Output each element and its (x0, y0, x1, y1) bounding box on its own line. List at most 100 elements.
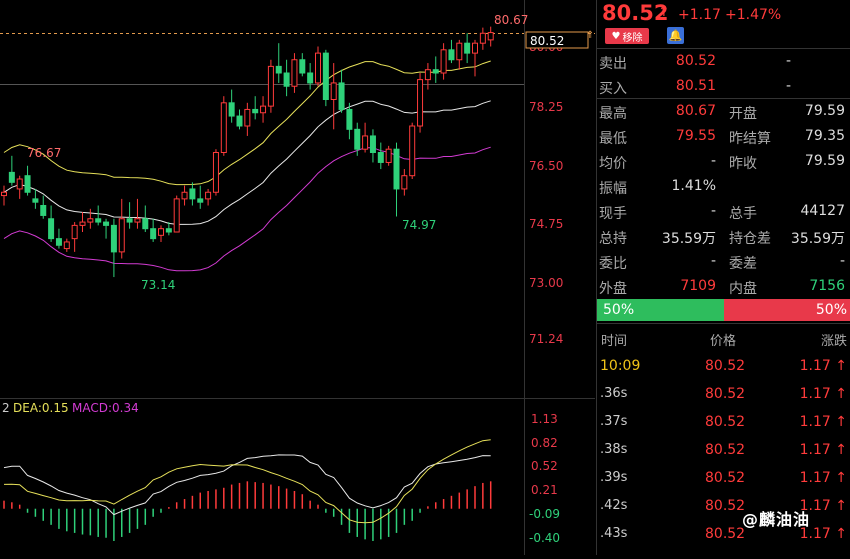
tick-time: .39s (600, 470, 628, 485)
stat-value: 79.35 (804, 128, 845, 144)
ticks-header-price: 价格 (710, 334, 737, 349)
candle-body (252, 108, 259, 114)
tick-change: 1.17 ↑ (799, 526, 847, 542)
stat-row: 总持 35.59万 持仓差 35.59万 (597, 224, 850, 249)
candle-body (181, 191, 188, 200)
tick-time: .43s (600, 526, 628, 541)
stat-label: 现手 (599, 206, 627, 222)
stat-label: 开盘 (729, 106, 757, 122)
buy-label: 买入 (599, 81, 627, 97)
sell-price: 80.52 (675, 53, 716, 69)
stat-label: 持仓差 (729, 231, 771, 247)
candle-body (315, 52, 321, 84)
candle-body (134, 218, 141, 223)
candle-body (205, 191, 212, 200)
candle-body (385, 148, 392, 163)
candle-body (330, 82, 337, 101)
tick-price: 80.52 (705, 442, 746, 458)
candle-body (32, 198, 39, 203)
price-axis-label: 73.00 (529, 276, 563, 290)
tick-price: 80.52 (705, 498, 746, 514)
candle-body (377, 152, 384, 163)
dea-label: DEA:0.15 (13, 401, 69, 415)
stat-label: 委差 (729, 256, 757, 272)
price-axis-label: 74.75 (529, 217, 563, 231)
price-tag-arrow-icon: ⇑ (586, 30, 594, 41)
candle-body (401, 175, 408, 190)
candle-body (456, 42, 463, 61)
candle-body (440, 49, 447, 74)
stat-label: 内盘 (729, 281, 757, 297)
tick-change: 1.17 ↑ (799, 414, 847, 430)
candle-body (338, 82, 345, 110)
candle-body (244, 108, 251, 127)
stat-value: - (710, 153, 716, 169)
stat-row: 振幅 1.41% (597, 174, 850, 199)
stat-row: 外盘 7109 内盘 7156 (597, 274, 850, 299)
divider (597, 48, 850, 49)
candle-body (158, 228, 164, 236)
stat-value: 80.67 (675, 103, 716, 119)
sell-row: 卖出 80.52 - (597, 49, 850, 74)
stat-label: 昨结算 (729, 131, 771, 147)
tick-change: 1.17 ↑ (799, 470, 847, 486)
price-axis-label: 78.25 (529, 100, 563, 114)
tick-price: 80.52 (705, 526, 746, 542)
quote-panel: 80.52 ↑ +1.17 +1.47% ♥ 移除 🔔 卖出 80.52 - 买… (596, 0, 850, 555)
sell-ratio-bar: 50% (724, 299, 850, 321)
high-annotation: 80.67 (494, 13, 528, 27)
remove-favorite-button[interactable]: ♥ 移除 (605, 28, 649, 44)
stat-label: 最高 (599, 106, 627, 122)
stat-value: 35.59万 (790, 231, 845, 247)
stat-value: 7109 (680, 278, 716, 294)
stat-label: 总持 (599, 231, 627, 247)
stat-label: 总手 (729, 206, 757, 222)
candle-body (79, 221, 86, 226)
bell-icon: 🔔 (668, 29, 683, 42)
tick-change: 1.17 ↑ (799, 386, 847, 402)
kline-chart[interactable]: 80.00 78.25 76.50 74.75 73.00 71.24 80.5… (0, 0, 595, 555)
candle-body (150, 228, 157, 240)
current-price-tag (525, 31, 589, 49)
tick-price: 80.52 (705, 470, 746, 486)
candle-body (48, 218, 55, 240)
tick-time: .38s (600, 442, 628, 457)
candle-body (362, 135, 369, 150)
tick-time: 10:09 (600, 358, 641, 374)
tick-time: .37s (600, 414, 628, 429)
stat-label: 委比 (599, 256, 627, 272)
heart-icon: ♥ (611, 30, 621, 42)
stat-value: - (839, 253, 845, 269)
candle-body (464, 42, 471, 54)
candle-body (354, 128, 361, 150)
stat-value: 44127 (800, 203, 845, 219)
tick-price: 80.52 (705, 358, 746, 374)
dea-line (3, 439, 491, 524)
left-high-annotation: 76.67 (27, 146, 61, 160)
candles (1, 26, 494, 278)
macd-axis-label: 0.52 (531, 459, 558, 473)
macd-label: MACD:0.34 (72, 401, 139, 415)
candle-body (142, 218, 149, 230)
alert-button[interactable]: 🔔 (667, 27, 684, 44)
kline-svg[interactable]: 80.00 78.25 76.50 74.75 73.00 71.24 80.5… (0, 0, 595, 555)
candle-body (393, 148, 400, 190)
watermark: @麟油油 (742, 510, 811, 529)
current-price-tag-text: 80.52 (530, 34, 564, 48)
mid-low-annotation: 74.97 (402, 218, 436, 232)
candle-body (432, 69, 439, 74)
candle-body (369, 135, 376, 154)
candle-body (173, 198, 180, 233)
candle-body (228, 102, 235, 117)
tick-row: 10:09 80.52 1.17 ↑ (597, 353, 850, 381)
ma-white-line (3, 100, 491, 225)
tick-row: .39s 80.52 1.17 ↑ (597, 465, 850, 493)
stat-label: 外盘 (599, 281, 627, 297)
buy-row: 买入 80.51 - (597, 74, 850, 99)
macd-axis-label: 1.13 (531, 412, 558, 426)
candle-body (71, 224, 78, 240)
candle-body (24, 175, 31, 193)
macd-axis-label: 0.21 (531, 483, 558, 497)
buy-ratio-bar: 50% (597, 299, 724, 321)
stat-label: 最低 (599, 131, 627, 147)
